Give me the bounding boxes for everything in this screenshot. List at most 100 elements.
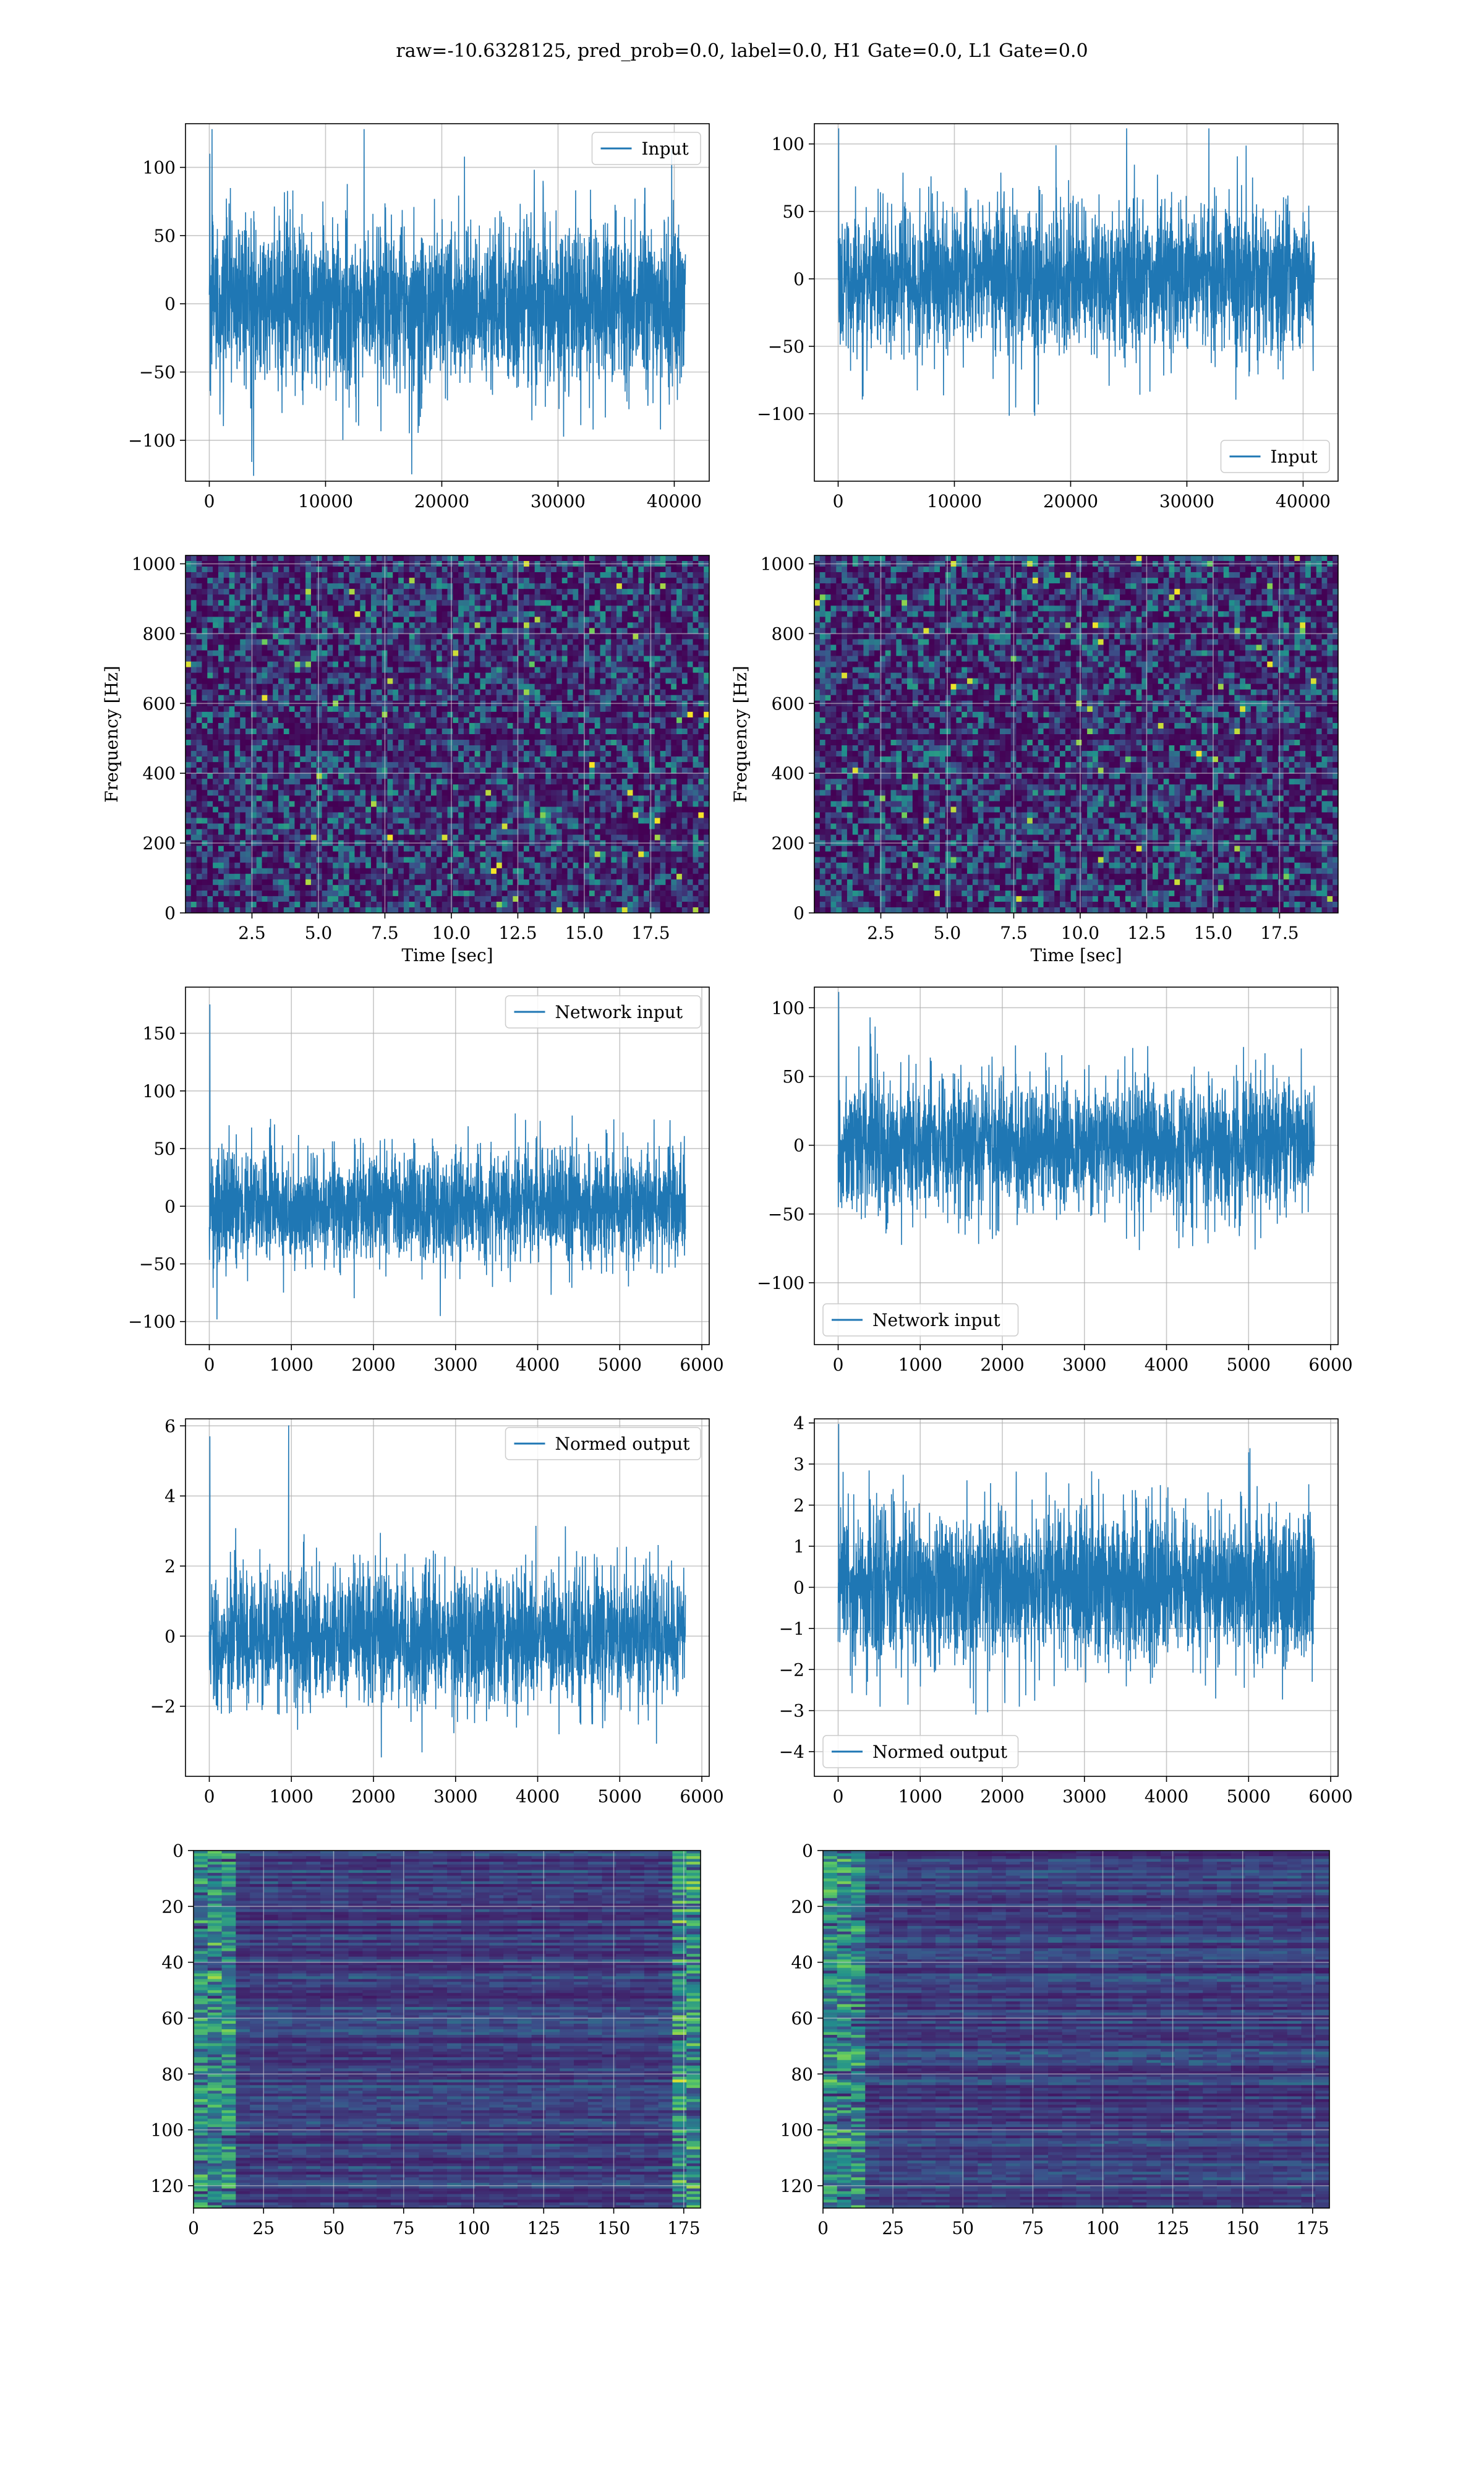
x-tick-label: 2.5 (238, 923, 266, 943)
grid-spec-l1 (814, 555, 1338, 914)
y-tick-label: 100 (772, 134, 804, 155)
x-tick-label: 1000 (898, 1786, 942, 1807)
x-tick-label: 75 (393, 2218, 415, 2238)
x-tick-label: 3000 (1062, 1786, 1106, 1807)
x-tick-label: 4000 (1145, 1355, 1188, 1375)
x-tick-label: 10000 (927, 491, 982, 511)
x-tick-label: 2000 (980, 1355, 1024, 1375)
x-tick-label: 0 (204, 1355, 215, 1375)
legend: Normed output (505, 1427, 701, 1460)
y-tick-label: 1000 (132, 554, 176, 575)
x-tick-label: 3000 (433, 1786, 477, 1807)
y-tick-label: 100 (780, 2120, 813, 2141)
y-tick-label: −100 (757, 404, 804, 424)
x-tick-label: 0 (817, 2218, 829, 2238)
x-tick-label: 30000 (1159, 491, 1214, 511)
y-tick-label: 0 (793, 903, 804, 923)
axes-frame (814, 555, 1339, 914)
heatmap-feat-h1 (194, 1851, 701, 2208)
x-tick-label: 17.5 (631, 923, 670, 943)
x-tick-label: 5000 (1227, 1355, 1271, 1375)
x-tick-label: 3000 (433, 1355, 477, 1375)
x-tick-label: 100 (457, 2218, 490, 2238)
x-axis-label: Time [sec] (401, 945, 493, 965)
y-tick-label: 80 (791, 2064, 813, 2084)
heatmap-spec-h1 (186, 555, 709, 913)
y-tick-label: 200 (143, 833, 176, 854)
heatmap-feat-l1 (823, 1851, 1329, 2208)
y-tick-label: 3 (793, 1454, 804, 1475)
x-tick-label: 4000 (516, 1355, 560, 1375)
y-tick-label: 2 (164, 1556, 176, 1577)
x-tick-label: 12.5 (1127, 923, 1166, 943)
y-tick-label: −100 (757, 1273, 804, 1293)
legend-box (591, 132, 701, 165)
y-tick-label: −50 (768, 1204, 804, 1225)
y-tick-label: 20 (791, 1896, 813, 1917)
x-tick-label: 25 (882, 2218, 904, 2238)
y-tick-label: −3 (779, 1701, 804, 1721)
y-tick-label: 100 (143, 1081, 176, 1102)
figure-title: raw=-10.6328125, pred_prob=0.0, label=0.… (0, 40, 1484, 62)
x-tick-label: 7.5 (371, 923, 399, 943)
y-tick-label: 800 (772, 623, 804, 644)
y-tick-label: 600 (772, 693, 804, 714)
y-tick-label: 4 (793, 1413, 804, 1434)
y-tick-label: 40 (161, 1953, 184, 1973)
x-tick-label: 1000 (898, 1355, 942, 1375)
x-tick-label: 5000 (598, 1355, 642, 1375)
y-tick-label: 600 (143, 693, 176, 714)
y-tick-label: 120 (780, 2176, 813, 2196)
y-tick-label: 40 (791, 1953, 813, 1973)
y-tick-label: 100 (772, 998, 804, 1018)
legend-label: Network input (872, 1310, 1000, 1330)
y-tick-label: 0 (164, 1196, 176, 1217)
x-tick-label: 2000 (351, 1786, 395, 1807)
grid-spec-h1 (186, 555, 709, 914)
y-tick-label: 4 (164, 1486, 176, 1507)
legend-label: Network input (555, 1002, 683, 1022)
chart-input-l1: 0 10000 20000 30000 40000 −100 −50 0 50 100 Input (757, 123, 1339, 511)
x-tick-label: 17.5 (1260, 923, 1298, 943)
x-tick-label: 10000 (298, 491, 353, 511)
y-tick-label: 50 (782, 1067, 804, 1087)
x-tick-label: 4000 (516, 1786, 560, 1807)
y-tick-label: 0 (164, 294, 176, 314)
x-tick-label: 0 (833, 1786, 844, 1807)
y-tick-label: 100 (151, 2120, 184, 2141)
x-tick-label: 6000 (680, 1786, 723, 1807)
y-tick-label: 60 (161, 2008, 184, 2029)
x-tick-label: 175 (1296, 2218, 1329, 2238)
y-tick-label: 60 (791, 2008, 813, 2029)
chart-feat-l1: 0 25 50 75 100 125 150 175 0 20 40 60 80 100 120 (780, 1841, 1330, 2238)
legend-box (822, 1303, 1019, 1337)
y-tick-label: 100 (143, 158, 176, 178)
chart-net-l1: 0 1000 2000 3000 4000 5000 6000 −100 −50 0 50 100 Ne… (757, 987, 1353, 1375)
x-tick-label: 10.0 (432, 923, 471, 943)
chart-net-h1: 0 1000 2000 3000 4000 5000 6000 −100 −50 0 50 100 15… (128, 987, 724, 1375)
axes-frame (814, 987, 1339, 1345)
legend-label: Normed output (555, 1434, 691, 1454)
y-axis-label: Frequency [Hz] (730, 666, 751, 802)
y-tick-label: 150 (143, 1024, 176, 1044)
chart-norm-l1: 0 1000 2000 3000 4000 5000 6000 −4 −3 −2 −1 0 1 2 3 4 No… (779, 1413, 1353, 1807)
series-line (837, 1424, 1315, 1715)
x-tick-label: 12.5 (498, 923, 537, 943)
axes-frame (185, 1418, 710, 1777)
y-tick-label: 0 (793, 1136, 804, 1156)
y-tick-label: −50 (139, 362, 176, 383)
y-tick-label: −100 (128, 1312, 176, 1332)
axes-frame (822, 1850, 1330, 2209)
x-tick-label: 75 (1022, 2218, 1044, 2238)
y-tick-label: 6 (164, 1416, 176, 1436)
x-tick-label: 0 (833, 1355, 844, 1375)
y-tick-label: −4 (779, 1742, 804, 1762)
x-axis-label: Time [sec] (1030, 945, 1122, 965)
x-tick-label: 50 (323, 2218, 345, 2238)
y-tick-label: 1000 (761, 554, 804, 575)
y-tick-label: 50 (153, 1139, 176, 1159)
y-tick-label: 200 (772, 833, 804, 854)
series-line (837, 991, 1315, 1251)
x-tick-label: 20000 (414, 491, 469, 511)
